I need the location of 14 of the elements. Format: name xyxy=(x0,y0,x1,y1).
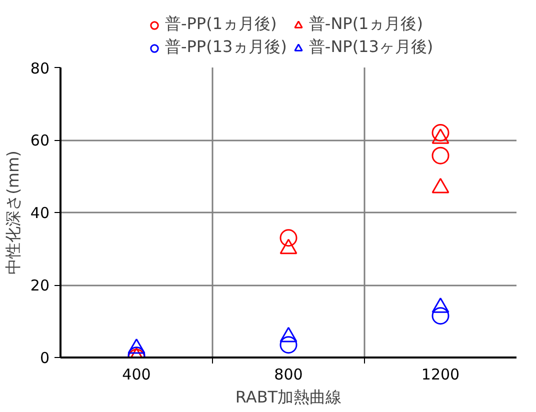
y-axis-title: 中性化深さ(mm) xyxy=(3,150,22,274)
legend-label: 普-PP(13ヵ月後) xyxy=(165,37,287,58)
y-tick-label: 80 xyxy=(30,60,50,78)
x-tick-label: 1200 xyxy=(421,366,460,384)
y-tick-label: 40 xyxy=(30,204,50,222)
x-axis-title: RABT加熱曲線 xyxy=(235,388,342,406)
legend-label: 普-NP(13ヶ月後) xyxy=(308,37,434,58)
y-tick-label: 60 xyxy=(30,132,50,150)
legend-label: 普-PP(1ヵ月後) xyxy=(165,14,277,35)
legend-label: 普-NP(1ヵ月後) xyxy=(308,14,423,35)
y-tick-label: 20 xyxy=(30,276,50,294)
x-tick-label: 800 xyxy=(274,366,303,384)
x-tick-label: 400 xyxy=(122,366,151,384)
y-tick-label: 0 xyxy=(40,349,50,367)
